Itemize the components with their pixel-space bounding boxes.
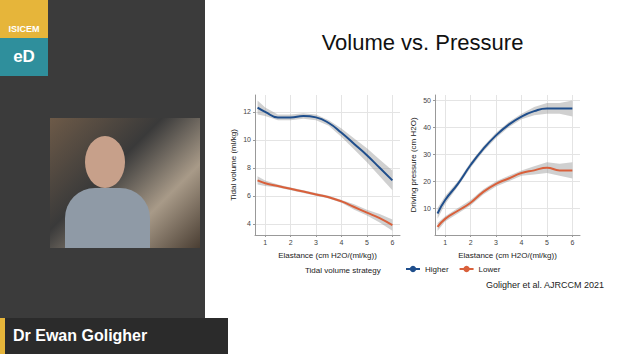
svg-text:2: 2 — [469, 239, 473, 246]
svg-text:12: 12 — [243, 108, 251, 115]
html-text:Goligher et al. AJRCCM 2021: Goligher et al. AJRCCM 2021 — [486, 280, 604, 290]
svg-text:2: 2 — [289, 239, 293, 246]
svg-text:6: 6 — [570, 239, 574, 246]
svg-text:3: 3 — [494, 239, 498, 246]
svg-text:20: 20 — [423, 178, 431, 185]
svg-text:Tidal volume (ml/kg): Tidal volume (ml/kg) — [229, 129, 238, 201]
svg-text:5: 5 — [545, 239, 549, 246]
svg-text:50: 50 — [423, 97, 431, 104]
svg-text:Tidal volume strategy: Tidal volume strategy — [305, 266, 381, 275]
svg-text:6: 6 — [247, 192, 251, 199]
svg-text:Elastance (cm H2O/(ml/kg)): Elastance (cm H2O/(ml/kg)) — [458, 251, 557, 260]
svg-text:5: 5 — [365, 239, 369, 246]
html-text:Dr Ewan Goligher: Dr Ewan Goligher — [13, 327, 148, 344]
svg-text:4: 4 — [340, 239, 344, 246]
svg-text:30: 30 — [423, 151, 431, 158]
html-text:eD: eD — [13, 47, 35, 66]
svg-text:4: 4 — [247, 220, 251, 227]
svg-text:3: 3 — [314, 239, 318, 246]
svg-text:10: 10 — [423, 205, 431, 212]
html-text:ISICEM: ISICEM — [8, 24, 40, 34]
svg-text:10: 10 — [243, 136, 251, 143]
svg-text:Elastance (cm H2O/(ml/kg)): Elastance (cm H2O/(ml/kg)) — [278, 251, 377, 260]
svg-text:8: 8 — [247, 164, 251, 171]
svg-text:1: 1 — [263, 239, 267, 246]
svg-text:40: 40 — [423, 124, 431, 131]
html-text:Volume vs. Pressure: Volume vs. Pressure — [321, 30, 524, 55]
svg-text:1: 1 — [443, 239, 447, 246]
svg-text:Higher: Higher — [425, 265, 449, 274]
svg-text:4: 4 — [520, 239, 524, 246]
svg-text:Driving pressure (cm H2O): Driving pressure (cm H2O) — [409, 117, 418, 212]
svg-text:Lower: Lower — [479, 265, 501, 274]
svg-text:6: 6 — [390, 239, 394, 246]
